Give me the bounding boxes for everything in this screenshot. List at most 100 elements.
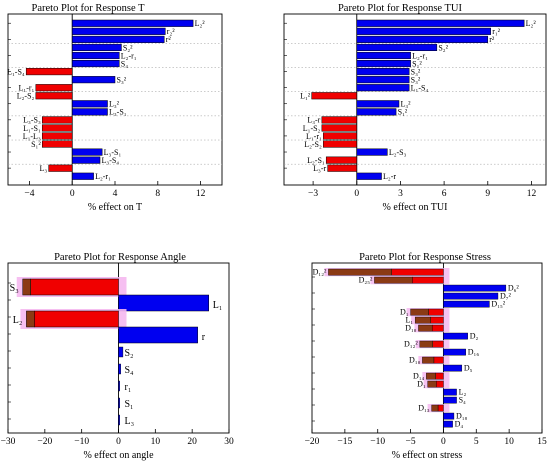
x-tick-label: 8 [155,189,160,199]
bar-label: L₃-S₁ [104,148,122,157]
bar [356,27,491,35]
bar-label: L₃² [400,100,411,109]
x-axis-label: % effect on angle [83,450,154,461]
bar-label: S₂² [123,43,133,52]
bar [118,346,124,358]
bar-label: r [202,332,206,343]
bar-label: L₂-r₁ [121,51,137,60]
x-tick-label: −20 [37,437,52,447]
bar-label: L₂-S₃ [389,148,407,157]
bar-label: S₃² [411,67,421,76]
bar [71,60,120,68]
bar-label: S₄ [125,365,135,376]
bar-label: L₃ [125,416,135,427]
bar [443,348,466,356]
bar [436,380,444,388]
bar [71,43,122,52]
x-tick-label: 0 [441,437,446,447]
bar-label: D₄ [455,420,464,429]
bar-label: D₁₀ [409,356,421,365]
bar-label: L₁-r₁ [306,132,322,141]
bar [356,172,382,180]
bar-label: D₂ [470,332,479,341]
bar [26,310,35,328]
x-tick-label: −20 [305,437,320,447]
bar-label: L₁-S₄ [7,67,25,76]
bar [30,278,119,296]
bar-label: S₁² [412,59,422,68]
bar [71,172,94,180]
bar [356,108,397,116]
x-tick-label: 0 [70,189,75,199]
bar [41,124,73,132]
bar [443,292,499,300]
bar [443,300,490,308]
x-tick-label: 15 [537,437,547,447]
bar [427,380,437,388]
bar [118,397,120,409]
bar [356,76,410,84]
bar [356,148,388,156]
x-tick-label: 12 [527,189,537,199]
bar-label: L₂ [459,388,467,397]
bar-label: r₂² [167,27,175,36]
bar [41,140,73,148]
bar-label: r² [489,35,495,44]
bar [323,140,358,148]
x-tick-label: −10 [370,437,385,447]
bar [35,92,73,100]
bar [35,84,73,92]
x-tick-label: 10 [504,437,514,447]
bar-label: L₁-S₄ [411,84,429,93]
bar-label: D₁₃ [418,404,430,413]
x-tick-label: −4 [24,189,34,199]
x-tick-label: 9 [485,189,490,199]
bar-label: S₁² [398,108,408,117]
bar-label: L₂ [13,315,23,326]
bar-label: L₁ [213,300,223,311]
bar [426,372,436,380]
bar-label: S₃² [117,75,127,84]
bar-label: D₅ [464,364,473,373]
bar [71,156,101,164]
x-tick-label: 3 [398,189,403,199]
bar-label: L₃-S₁ [109,108,127,117]
chart-title: Pareto Plot for Response TUI [338,3,463,14]
bar [118,326,198,344]
bar-label: D₂₅² [359,276,373,285]
bar-label: L₃² [109,100,120,109]
bar [71,76,116,84]
bar-label: D₁₀ [405,324,417,333]
bar [443,332,468,340]
bar [327,164,358,172]
bar [419,340,433,348]
bar-label: D₁₅² [491,300,505,309]
bar [414,316,431,324]
bar [443,388,457,396]
bar-label: S₂² [438,43,448,52]
bar-label: L₂-S₂ [304,140,322,149]
bar-label: S₄ [459,396,466,405]
x-axis-label: % effect on T [88,202,142,213]
bar-label: D₇² [500,292,512,301]
x-tick-label: 30 [224,437,234,447]
bar [22,278,31,296]
bar-label: L₂-r₁ [412,51,428,60]
bar-label: L₃ [39,164,47,173]
bar-label: L₂² [195,19,206,28]
bar [41,132,73,140]
bar [71,35,165,43]
bar-label: S₁ [125,399,134,410]
chart-title: Pareto Plot for Response Stress [359,252,491,263]
x-tick-label: 0 [116,437,121,447]
bar-label: r₁² [492,27,500,36]
bar-label: r₁ [125,382,132,393]
bar [25,68,73,76]
bar [418,324,433,332]
bar-label: D₁₂² [404,340,418,349]
x-tick-label: 10 [151,437,161,447]
bar-label: S₁² [31,140,41,149]
bar [391,268,444,276]
bar-label: D₁₆ [468,348,480,357]
